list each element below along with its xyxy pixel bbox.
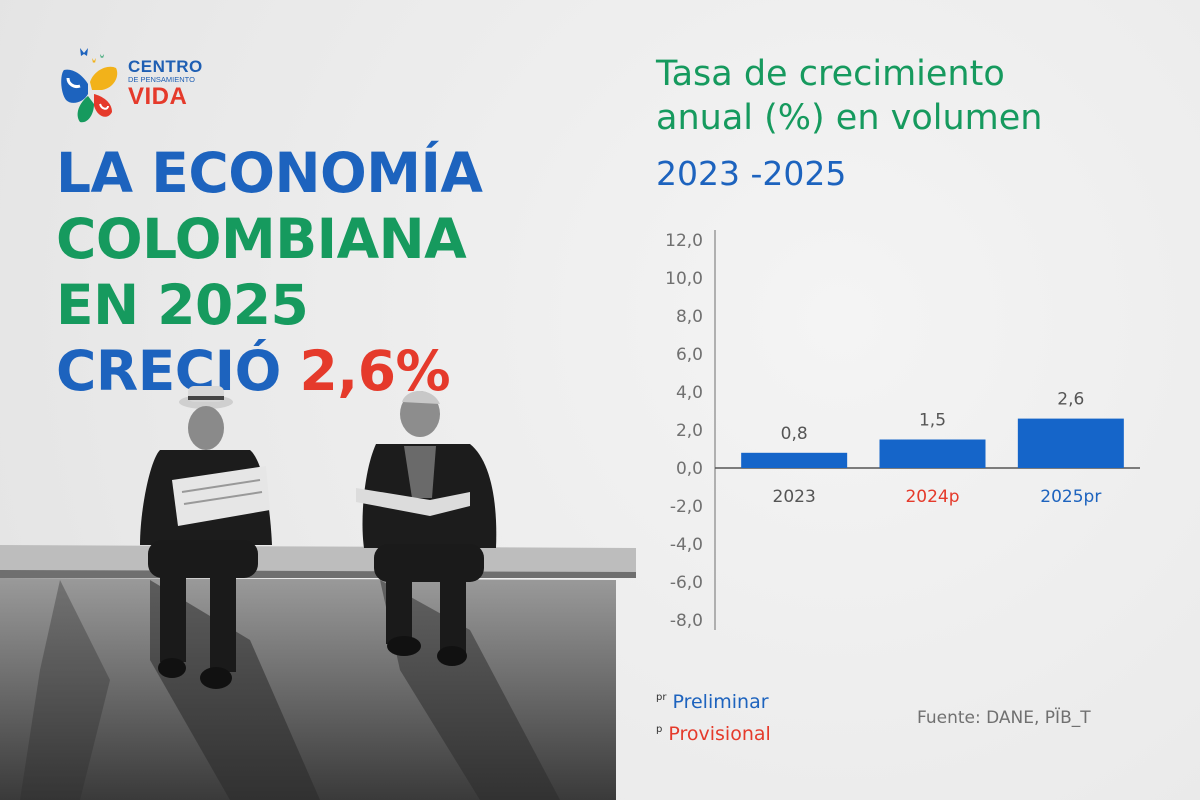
source-note: Fuente: DANE, PÏB_T — [917, 708, 1091, 728]
y-tick-label: -2,0 — [670, 497, 703, 517]
legend-label: Preliminar — [672, 691, 769, 713]
legend-item-preliminar: pr Preliminar — [656, 684, 771, 716]
y-tick-label: -8,0 — [670, 611, 703, 631]
y-tick-label: -4,0 — [670, 535, 703, 555]
y-tick-label: 0,0 — [676, 459, 703, 479]
headline-line-2: COLOMBIANA — [56, 207, 467, 271]
chart-legend: pr Preliminar p Provisional — [656, 684, 771, 748]
growth-bar-chart: 12,0 10,0 8,0 6,0 4,0 2,0 0,0 -2,0 -4,0 -6,0 -8,0 0… — [665, 230, 1140, 631]
headline-growth-prefix: CRECIÓ — [56, 339, 281, 403]
y-tick-label: 12,0 — [665, 231, 703, 251]
centro-pensamiento-vida-logo: CENTRO DE PENSAMIENTO VIDA — [58, 44, 218, 126]
y-tick-label: 2,0 — [676, 421, 703, 441]
chart-title-block: Tasa de crecimiento anual (%) en volumen… — [656, 52, 1176, 194]
bar-2024p — [879, 439, 986, 468]
headline-line-4: CRECIÓ 2,6% — [56, 338, 616, 404]
legend-item-provisional: p Provisional — [656, 716, 771, 748]
men-reading-photo — [0, 386, 636, 800]
chart-title-line-1: Tasa de crecimiento — [656, 54, 1005, 94]
headline-line-3: EN 2025 — [56, 273, 309, 337]
logo-line-de-pensamiento: DE PENSAMIENTO — [128, 75, 195, 84]
legend-mark: pr — [656, 692, 667, 703]
bar-2023 — [741, 452, 848, 468]
y-tick-label: 6,0 — [676, 345, 703, 365]
headline-line-1: LA ECONOMÍA — [56, 141, 483, 205]
legend-mark: p — [656, 724, 663, 735]
logo-line-centro: CENTRO — [128, 57, 203, 76]
legend-label: Provisional — [668, 723, 771, 745]
bar-2025pr — [1017, 418, 1124, 468]
y-tick-label: -6,0 — [670, 573, 703, 593]
x-category-label: 2024p — [905, 487, 959, 507]
x-category-label: 2023 — [773, 487, 816, 507]
butterfly-icon — [61, 48, 118, 123]
chart-title-line-2: anual (%) en volumen — [656, 98, 1043, 138]
headline: LA ECONOMÍA COLOMBIANA EN 2025 CRECIÓ 2,… — [56, 140, 616, 404]
y-tick-label: 8,0 — [676, 307, 703, 327]
bar-value-label: 2,6 — [1057, 390, 1084, 410]
chart-subtitle: 2023 -2025 — [656, 154, 847, 193]
bar-value-label: 0,8 — [781, 424, 808, 444]
y-tick-label: 10,0 — [665, 269, 703, 289]
y-tick-label: 4,0 — [676, 383, 703, 403]
logo-line-vida: VIDA — [128, 83, 188, 110]
x-category-label: 2025pr — [1040, 487, 1101, 507]
bar-value-label: 1,5 — [919, 411, 946, 431]
